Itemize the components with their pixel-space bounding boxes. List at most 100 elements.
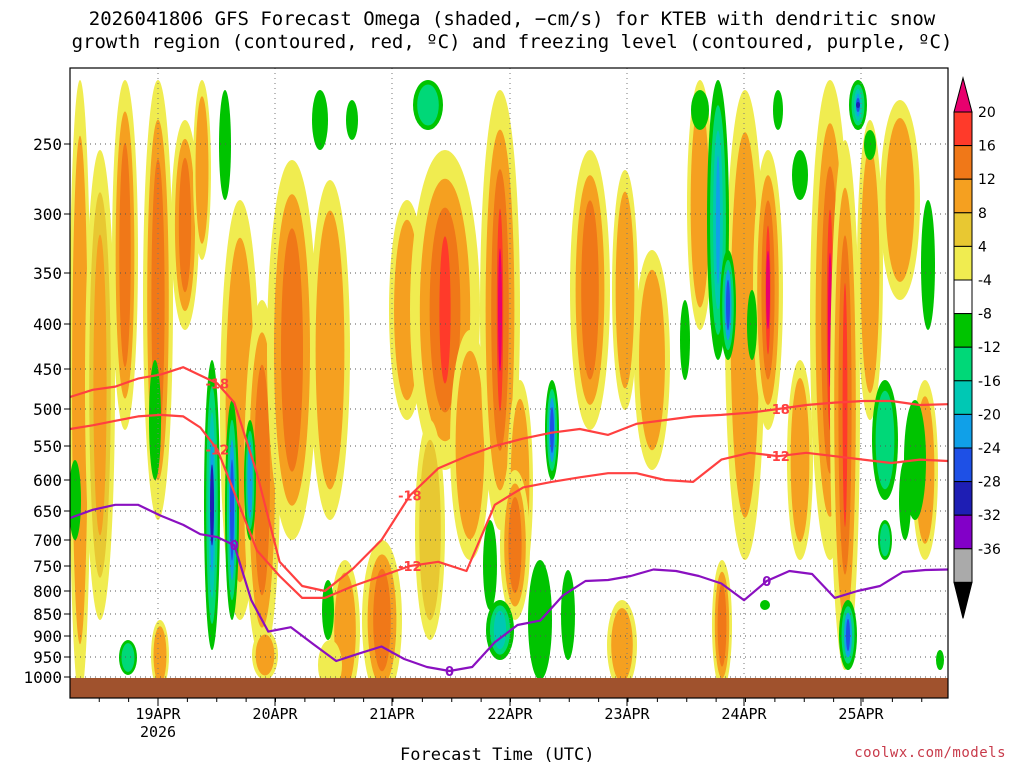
updraft-cell-24	[712, 560, 732, 690]
colorbar-swatch	[953, 178, 973, 214]
updraft-cell-31	[880, 100, 920, 300]
downdraft-cell-27	[872, 380, 898, 500]
updraft-cell-10	[310, 180, 350, 520]
colorbar-label: -32	[978, 508, 1001, 524]
downdraft-cell-16	[561, 570, 575, 660]
updraft-cell-2	[85, 150, 115, 620]
downdraft-cell-12	[483, 520, 497, 610]
updraft-cell-19	[570, 150, 610, 430]
colorbar-label: -36	[978, 542, 1001, 558]
colorbar-label: 8	[978, 206, 987, 222]
x-tick-label: 25APR	[838, 705, 884, 723]
downdraft-cell-3	[149, 360, 161, 480]
colorbar-label: 20	[978, 105, 996, 121]
y-tick-label: 700	[33, 531, 62, 550]
chart-title: 2026041806 GFS Forecast Omega (shaded, −…	[0, 8, 1024, 54]
updraft-cell-30	[857, 120, 883, 420]
contour-label: 0	[445, 665, 454, 680]
downdraft-cell-11	[413, 80, 443, 130]
colorbar-swatch	[953, 548, 973, 583]
updraft-cell-36	[415, 420, 445, 640]
colorbar-swatch	[953, 346, 973, 382]
colorbar-swatch	[953, 380, 973, 415]
contour-lines: -18 -18 -18 -12 -12 -12 0 0 0	[70, 366, 948, 680]
updraft-cell-23	[687, 80, 713, 330]
colorbar-swatch	[953, 481, 973, 516]
x-tick-label: 21APR	[369, 705, 415, 723]
contour-label: 0	[230, 539, 239, 554]
downdraft-cell-20	[720, 250, 736, 360]
y-tick-label: 350	[33, 264, 62, 283]
updraft-cell-29	[830, 140, 860, 670]
colorbar-label: 16	[978, 139, 996, 155]
downdraft-cell-29	[921, 200, 935, 330]
updraft-cell-34	[252, 630, 278, 680]
downdraft-cell-8	[312, 90, 328, 150]
downdraft-cell-5	[225, 400, 239, 620]
downdraft-cell-15	[545, 380, 559, 480]
downdraft-cell-33	[760, 600, 770, 610]
contour-label: -18	[206, 377, 230, 392]
updraft-cell-27	[787, 360, 813, 560]
downdraft-cell-30	[899, 460, 911, 540]
colorbar-swatch	[953, 245, 973, 281]
colorbar-swatch	[953, 212, 973, 247]
grid-lines	[70, 68, 948, 698]
downdraft-cell-10	[346, 100, 358, 140]
updraft-cell-15	[450, 330, 490, 560]
y-tick-label: 1000	[23, 668, 62, 687]
downdraft-cell-26	[839, 600, 857, 670]
time-axis: 19APR 20APR 21APR 22APR 23APR 24APR 25APR 2026	[98, 698, 923, 741]
omega-shading	[70, 80, 944, 698]
downdraft-cell-1	[70, 460, 81, 540]
downdraft-cell-32	[936, 650, 944, 670]
contour-label: -12	[398, 560, 422, 575]
downdraft-cell-2	[119, 640, 137, 675]
downdraft-cell-4	[204, 360, 220, 650]
chart-title-line2: growth region (contoured, red, ºC) and f…	[71, 31, 953, 53]
y-tick-label: 900	[33, 627, 62, 646]
updraft-cell-5	[171, 120, 199, 330]
y-tick-label: 450	[33, 360, 62, 379]
y-tick-label: 600	[33, 471, 62, 490]
colorbar-swatch	[953, 447, 973, 483]
colorbar-label: -4	[978, 273, 992, 289]
x-tick-label: 19APR	[135, 705, 181, 723]
colorbar-swatch	[953, 111, 973, 147]
contour-label: -12	[206, 443, 230, 458]
colorbar-swatch	[953, 279, 973, 315]
chart-title-line1: 2026041806 GFS Forecast Omega (shaded, −…	[88, 8, 936, 30]
updraft-cell-9	[267, 160, 317, 540]
credit-text: coolwx.com/models	[854, 745, 1006, 761]
contour-0	[70, 503, 948, 673]
y-tick-label: 850	[33, 605, 62, 624]
y-tick-label: 750	[33, 557, 62, 576]
downdraft-cell-18	[691, 90, 709, 130]
y-tick-label: 300	[33, 205, 62, 224]
updraft-cell-18	[500, 470, 530, 620]
y-tick-label: 550	[33, 437, 62, 456]
updraft-cell-33	[151, 620, 169, 690]
colorbar-label: -12	[978, 340, 1001, 356]
downdraft-cell-22	[773, 90, 783, 130]
colorbar-label: -28	[978, 475, 1001, 491]
y-tick-label: 400	[33, 315, 62, 334]
colorbar: 20 16 12 8 4 -4 -8 -12 -16 -20 -24 -28 -32 -36	[953, 76, 1001, 619]
colorbar-max-arrow	[953, 76, 973, 113]
contour-label: -18	[766, 403, 790, 418]
updraft-cell-20	[612, 170, 638, 410]
colorbar-label: -8	[978, 307, 992, 323]
ground-surface	[70, 678, 948, 698]
colorbar-label: -20	[978, 407, 1001, 423]
downdraft-cell-7	[219, 90, 231, 200]
colorbar-swatch	[953, 514, 973, 550]
contour-label: -18	[398, 490, 422, 505]
x-tick-label: 20APR	[252, 705, 298, 723]
downdraft-cell-23	[792, 150, 808, 200]
y-tick-label: 800	[33, 582, 62, 601]
colorbar-min-arrow	[953, 581, 973, 619]
downdraft-cell-25	[864, 130, 876, 160]
downdraft-cell-24	[849, 80, 867, 130]
colorbar-label: -16	[978, 374, 1001, 390]
